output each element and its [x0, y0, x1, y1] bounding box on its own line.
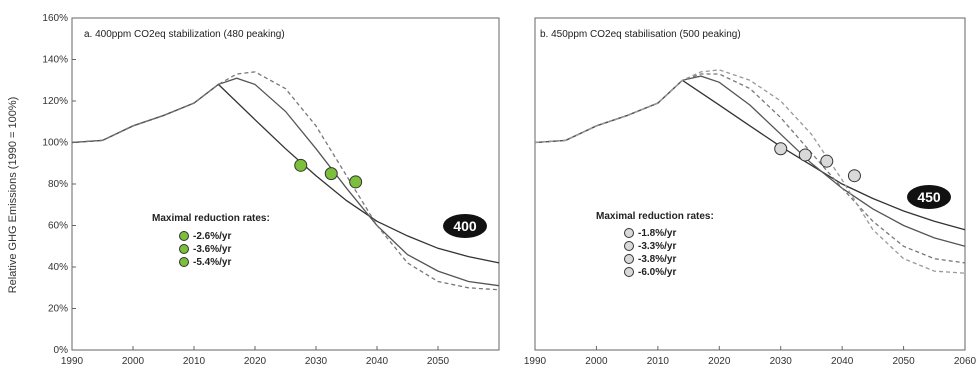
y-tick-label: 40% [48, 262, 68, 273]
legend-items-b: -1.8%/yr -3.3%/yr -3.8%/yr -6.0%/yr [624, 228, 676, 278]
panel-b: b. 450ppm CO2eq stabilisation (500 peaki… [524, 17, 976, 367]
y-tick-label: 80% [48, 179, 68, 190]
y-tick-label: 0% [54, 345, 69, 356]
peak-rate-marker [774, 142, 788, 156]
y-tick-label: 140% [42, 55, 68, 66]
x-tick-label: 1990 [524, 356, 547, 367]
legend-marker-icon [624, 267, 634, 277]
x-tick-label: 2010 [183, 356, 206, 367]
panel-title-a: a. 400ppm CO2eq stabilization (480 peaki… [84, 29, 285, 40]
legend-marker-icon [624, 228, 634, 238]
x-tick-label: 2060 [954, 356, 976, 367]
panel-title-b: b. 450ppm CO2eq stabilisation (500 peaki… [540, 29, 741, 40]
series-line [71, 71, 500, 291]
y-tick-label: 160% [42, 13, 68, 24]
peak-rate-marker [294, 158, 308, 172]
peak-rate-marker [324, 167, 338, 181]
x-tick-label: 2050 [427, 356, 450, 367]
x-tick-label: 2050 [892, 356, 915, 367]
peak-rate-marker [798, 148, 812, 162]
y-tick-label: 100% [42, 138, 68, 149]
legend-entry-label: -3.3%/yr [638, 241, 676, 252]
series-line [71, 77, 500, 287]
legend-items-a: -2.6%/yr -3.6%/yr -5.4%/yr [179, 231, 231, 268]
panel-a-badge: 400 [443, 214, 487, 238]
x-tick-label: 2020 [244, 356, 267, 367]
x-tick-label: 2000 [585, 356, 608, 367]
panel-b-legend: Maximal reduction rates: -1.8%/yr -3.3%/y… [596, 211, 714, 278]
panel-b-series [534, 69, 966, 274]
legend-entry-label: -6.0%/yr [638, 267, 676, 278]
legend-marker-icon [179, 244, 189, 254]
legend-entry-label: -3.6%/yr [193, 244, 231, 255]
legend-entry-label: -1.8%/yr [638, 228, 676, 239]
legend-entry-label: -5.4%/yr [193, 257, 231, 268]
x-tick-label: 2040 [831, 356, 854, 367]
legend-title-a: Maximal reduction rates: [152, 213, 270, 224]
panel-b-badge: 450 [907, 185, 951, 209]
x-tick-label: 2040 [366, 356, 389, 367]
panel-a-markers [294, 158, 363, 189]
x-tick-label: 1990 [61, 356, 84, 367]
panel-a-series [71, 71, 500, 291]
legend-marker-icon [179, 231, 189, 241]
panel-a-legend: Maximal reduction rates: -2.6%/yr -3.6%/y… [152, 213, 270, 268]
y-tick-label: 20% [48, 304, 68, 315]
legend-entry-label: -2.6%/yr [193, 231, 231, 242]
plot-area-a [71, 17, 500, 351]
x-tick-label: 2030 [305, 356, 328, 367]
badge-450-icon [907, 185, 951, 209]
panel-a: a. 400ppm CO2eq stabilization (480 peaki… [42, 13, 500, 367]
panel-b-ticks: 1990 2000 2010 2020 2030 2040 2050 2060 [524, 346, 976, 367]
series-line [534, 69, 966, 274]
peak-rate-marker [847, 169, 861, 183]
series-line [534, 73, 966, 264]
peak-rate-marker [349, 175, 363, 189]
x-tick-label: 2030 [770, 356, 793, 367]
legend-marker-icon [624, 254, 634, 264]
legend-marker-icon [179, 257, 189, 267]
legend-marker-icon [624, 241, 634, 251]
y-axis-label: Relative GHG Emissions (1990 = 100%) [7, 97, 19, 294]
plot-area-b [534, 17, 966, 351]
peak-rate-marker [820, 154, 834, 168]
panel-a-ticks: 1990 2000 2010 2020 2030 2040 2050 0% 20% 40% 60% 8… [42, 13, 449, 367]
x-tick-label: 2010 [647, 356, 670, 367]
legend-entry-label: -3.8%/yr [638, 254, 676, 265]
badge-400-icon [443, 214, 487, 238]
x-tick-label: 2020 [708, 356, 731, 367]
panel-b-markers [774, 142, 861, 183]
badge-450-label: 450 [917, 189, 941, 205]
badge-400-label: 400 [453, 218, 477, 234]
legend-title-b: Maximal reduction rates: [596, 211, 714, 222]
x-tick-label: 2000 [122, 356, 145, 367]
y-tick-label: 120% [42, 96, 68, 107]
y-tick-label: 60% [48, 221, 68, 232]
series-line [534, 79, 966, 231]
